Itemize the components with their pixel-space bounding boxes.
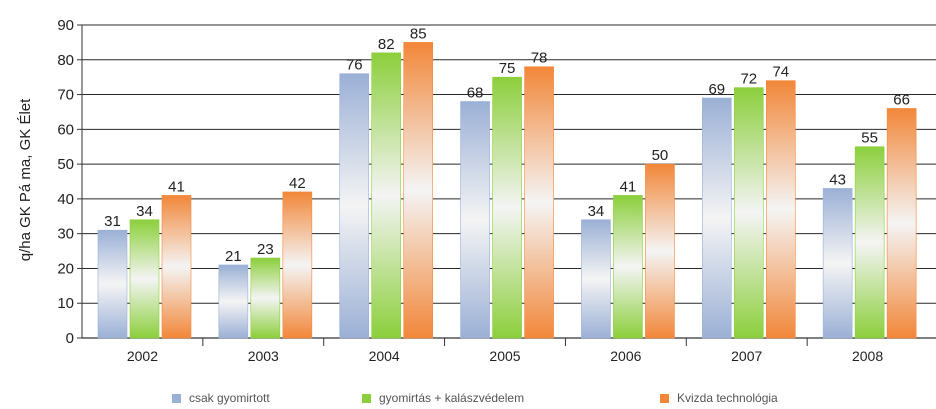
x-tick-label: 2008 bbox=[852, 348, 883, 364]
y-axis-title: q/ha GK Pá ma, GK Élet bbox=[17, 98, 34, 261]
bar-2003-series-1 bbox=[218, 264, 249, 339]
x-tick-label: 2006 bbox=[610, 348, 641, 364]
bar-2007-series-3 bbox=[765, 80, 796, 339]
data-label: 42 bbox=[289, 175, 306, 192]
data-label: 41 bbox=[168, 178, 185, 195]
bar-2008-series-1 bbox=[822, 188, 853, 339]
data-label: 82 bbox=[378, 36, 395, 53]
data-label: 41 bbox=[620, 178, 637, 195]
legend-label: gyomirtás + kalászvédelem bbox=[379, 391, 525, 405]
bar-2005-series-2 bbox=[492, 76, 522, 339]
bar-2003-series-2 bbox=[250, 257, 281, 339]
data-label: 76 bbox=[346, 57, 363, 74]
data-labels: 31 34 41 21 23 42 76 82 85 68 75 78 34 41 50 69 72 74 43 55… bbox=[104, 25, 910, 265]
bar-2007-series-2 bbox=[733, 87, 764, 339]
y-tick-label: 70 bbox=[57, 87, 74, 104]
legend-label: Kvizda technológia bbox=[677, 391, 778, 405]
y-tick-label: 30 bbox=[57, 226, 74, 243]
bar-2007-series-1 bbox=[701, 97, 732, 339]
y-tick-label: 10 bbox=[57, 295, 74, 312]
bar-2006-series-3 bbox=[645, 163, 675, 339]
bar-chart: 0 10 20 30 40 50 60 70 80 90 2002 2003 2004 2005 2006 2… bbox=[17, 17, 936, 364]
data-label: 72 bbox=[740, 71, 757, 88]
data-label: 50 bbox=[652, 147, 669, 164]
bar-2002-series-3 bbox=[161, 195, 192, 339]
data-label: 55 bbox=[861, 130, 878, 147]
bar-2005-series-1 bbox=[460, 101, 490, 339]
x-tick-label: 2003 bbox=[248, 348, 279, 364]
y-tick-label: 90 bbox=[57, 17, 74, 34]
data-label: 66 bbox=[893, 91, 910, 108]
x-tick-label: 2002 bbox=[127, 348, 158, 364]
data-label: 31 bbox=[104, 213, 121, 230]
bar-2006-series-1 bbox=[581, 219, 611, 339]
y-tick-label: 60 bbox=[57, 121, 74, 138]
y-tick-label: 20 bbox=[57, 260, 74, 277]
bar-2003-series-3 bbox=[282, 191, 313, 339]
legend-swatch bbox=[172, 393, 181, 403]
legend-swatch bbox=[362, 393, 371, 403]
data-label: 74 bbox=[772, 64, 789, 81]
bar-2002-series-1 bbox=[97, 229, 128, 339]
bar-2005-series-3 bbox=[524, 66, 554, 339]
x-tick-label: 2005 bbox=[489, 348, 520, 364]
data-label: 68 bbox=[467, 85, 484, 102]
y-tick-label: 50 bbox=[57, 156, 74, 173]
legend: csak gyomirtott gyomirtás + kalászvédele… bbox=[0, 390, 936, 408]
x-tick-label: 2007 bbox=[731, 348, 762, 364]
bar-2004-series-3 bbox=[403, 42, 434, 339]
bar-2006-series-2 bbox=[613, 195, 643, 339]
bars bbox=[97, 42, 917, 339]
bar-2008-series-3 bbox=[886, 108, 917, 339]
data-label: 21 bbox=[225, 248, 242, 265]
legend-item-series-3: Kvizda technológia bbox=[660, 390, 778, 406]
axes: 0 10 20 30 40 50 60 70 80 90 2002 2003 2004 2005 2006 2… bbox=[57, 17, 883, 364]
bar-2004-series-2 bbox=[371, 52, 402, 339]
bar-2002-series-2 bbox=[129, 219, 160, 339]
y-tick-label: 40 bbox=[57, 191, 74, 208]
y-tick-label: 80 bbox=[57, 52, 74, 69]
legend-label: csak gyomirtott bbox=[189, 391, 270, 405]
bar-2008-series-2 bbox=[854, 146, 885, 339]
data-label: 85 bbox=[410, 25, 427, 42]
y-tick-label: 0 bbox=[66, 330, 74, 347]
data-label: 34 bbox=[588, 203, 605, 220]
data-label: 75 bbox=[499, 60, 516, 77]
data-label: 78 bbox=[531, 50, 548, 67]
legend-item-series-1: csak gyomirtott bbox=[172, 390, 270, 406]
data-label: 43 bbox=[829, 171, 846, 188]
data-label: 34 bbox=[136, 203, 153, 220]
bar-2004-series-1 bbox=[339, 73, 370, 339]
data-label: 69 bbox=[708, 81, 725, 98]
legend-swatch bbox=[660, 393, 669, 403]
data-label: 23 bbox=[257, 241, 274, 258]
legend-item-series-2: gyomirtás + kalászvédelem bbox=[362, 390, 524, 406]
x-tick-label: 2004 bbox=[369, 348, 400, 364]
